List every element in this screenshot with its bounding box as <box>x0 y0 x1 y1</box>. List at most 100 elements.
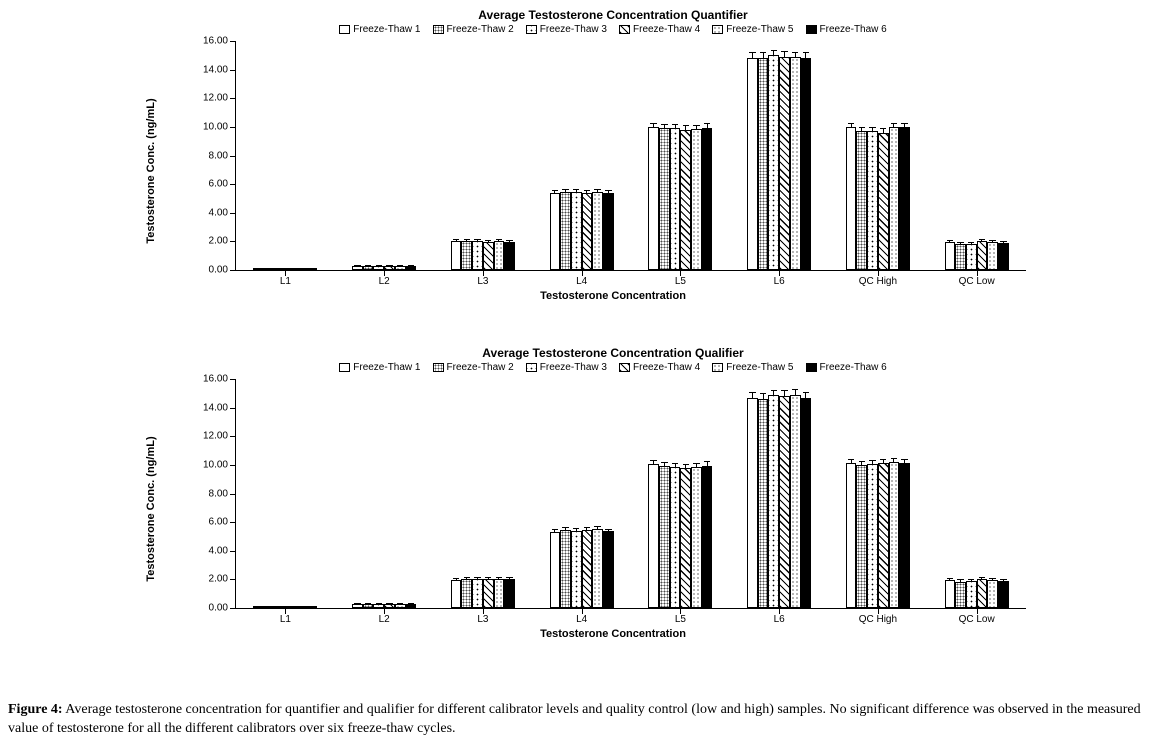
bar <box>702 128 713 270</box>
error-cap <box>594 189 600 190</box>
x-tick-label: L5 <box>675 270 686 287</box>
y-tick-label: 0.00 <box>209 265 236 276</box>
y-tick-label: 12.00 <box>203 431 236 442</box>
x-tick-label: L6 <box>774 270 785 287</box>
x-tick-label: L5 <box>675 608 686 625</box>
bar <box>451 241 462 270</box>
error-cap <box>354 265 360 266</box>
bar <box>758 399 769 608</box>
bar <box>582 193 593 270</box>
bar <box>966 244 977 270</box>
error-cap <box>464 239 470 240</box>
error-cap <box>947 578 953 579</box>
bar <box>352 604 363 608</box>
error-cap <box>803 392 809 393</box>
error-cap <box>288 606 294 607</box>
bar <box>384 266 395 270</box>
bar <box>998 243 1009 270</box>
error-cap <box>650 123 656 124</box>
error-cap <box>298 606 304 607</box>
bar <box>998 581 1009 608</box>
bar <box>603 531 614 608</box>
bar <box>483 579 494 608</box>
legend-label: Freeze-Thaw 2 <box>447 24 514 35</box>
error-cap <box>693 125 699 126</box>
error-cap <box>277 606 283 607</box>
x-axis-title: Testosterone Concentration <box>540 628 686 640</box>
y-tick-label: 14.00 <box>203 402 236 413</box>
bar <box>856 465 867 608</box>
y-tick-label: 2.00 <box>209 574 236 585</box>
error-cap <box>661 462 667 463</box>
y-axis-label: Testosterone Conc. (ng/mL) <box>145 436 157 581</box>
legend-item: Freeze-Thaw 1 <box>339 362 420 373</box>
bar <box>779 396 790 608</box>
y-tick-label: 2.00 <box>209 236 236 247</box>
error-cap <box>771 390 777 391</box>
bar <box>801 398 812 608</box>
bar <box>373 604 384 608</box>
x-tick-label: QC Low <box>959 608 995 625</box>
error-cap <box>573 528 579 529</box>
legend: Freeze-Thaw 1Freeze-Thaw 2Freeze-Thaw 3F… <box>195 362 1031 375</box>
legend-item: Freeze-Thaw 4 <box>619 24 700 35</box>
bar <box>395 604 406 608</box>
bar <box>483 242 494 270</box>
error-cap <box>869 460 875 461</box>
error-cap <box>749 392 755 393</box>
bar <box>889 127 900 270</box>
error-cap <box>989 240 995 241</box>
error-cap <box>397 265 403 266</box>
bar <box>395 266 406 270</box>
legend-swatch <box>712 363 723 372</box>
error-cap <box>672 124 678 125</box>
error-cap <box>891 458 897 459</box>
bar <box>504 579 515 608</box>
error-cap <box>672 463 678 464</box>
legend-swatch <box>806 25 817 34</box>
bar <box>472 579 483 608</box>
x-tick-label: L2 <box>379 608 390 625</box>
error-cap <box>266 606 272 607</box>
caption-lead: Figure 4: <box>8 702 63 717</box>
error-cap <box>848 123 854 124</box>
bar <box>363 604 374 608</box>
legend-item: Freeze-Thaw 2 <box>433 24 514 35</box>
caption-text: Average testosterone concentration for q… <box>8 702 1141 736</box>
error-cap <box>979 577 985 578</box>
bar <box>373 266 384 270</box>
error-cap <box>968 242 974 243</box>
bar <box>856 131 867 270</box>
error-cap <box>891 123 897 124</box>
legend-item: Freeze-Thaw 6 <box>806 362 887 373</box>
bar <box>977 579 988 608</box>
error-cap <box>485 240 491 241</box>
bar <box>779 57 790 270</box>
legend-swatch <box>712 25 723 34</box>
figure-caption: Figure 4: Average testosterone concentra… <box>8 701 1145 739</box>
bar <box>461 579 472 608</box>
bar <box>550 193 561 270</box>
bar <box>550 532 561 608</box>
legend-label: Freeze-Thaw 2 <box>447 362 514 373</box>
page-root: { "figure_width_px": 1153, "figure_heigh… <box>0 0 1153 747</box>
error-cap <box>255 606 261 607</box>
y-tick-label: 16.00 <box>203 374 236 385</box>
error-cap <box>453 578 459 579</box>
bar <box>945 242 956 270</box>
y-tick-label: 0.00 <box>209 603 236 614</box>
error-cap <box>650 460 656 461</box>
legend-item: Freeze-Thaw 5 <box>712 24 793 35</box>
y-tick-label: 12.00 <box>203 93 236 104</box>
error-cap <box>584 190 590 191</box>
x-tick-label: L1 <box>280 270 291 287</box>
error-cap <box>760 52 766 53</box>
error-cap <box>869 127 875 128</box>
error-cap <box>1000 241 1006 242</box>
error-cap <box>1000 579 1006 580</box>
error-cap <box>354 603 360 604</box>
bar <box>867 464 878 608</box>
error-cap <box>309 606 315 607</box>
error-cap <box>552 190 558 191</box>
legend-item: Freeze-Thaw 1 <box>339 24 420 35</box>
